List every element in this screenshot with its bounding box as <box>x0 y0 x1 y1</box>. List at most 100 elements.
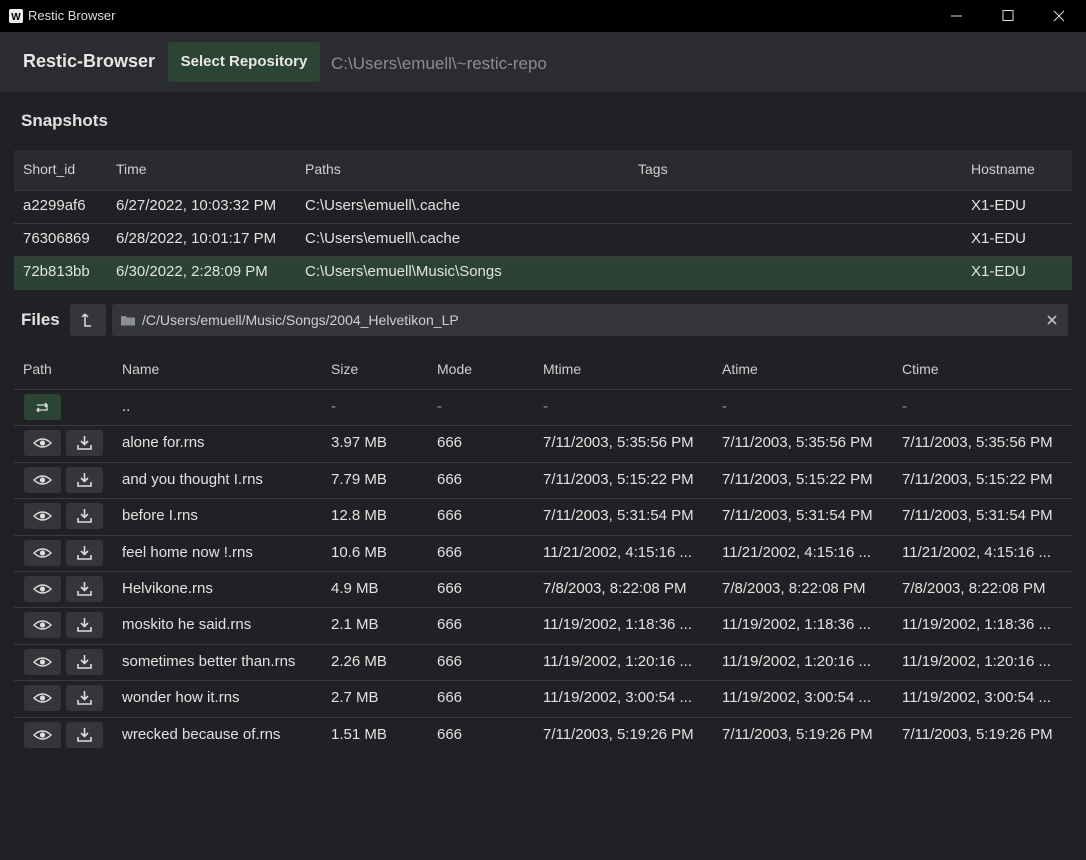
file-cell: 11/19/2002, 3:00:54 ... <box>722 689 872 707</box>
file-cell: 4.9 MB <box>331 580 379 597</box>
file-cell: 7/11/2003, 5:19:26 PM <box>722 725 873 743</box>
file-cell: 666 <box>437 543 463 561</box>
file-cell: 666 <box>437 434 463 452</box>
column-header: Tags <box>638 161 668 177</box>
up-button[interactable] <box>70 304 106 336</box>
file-row[interactable] <box>14 571 1072 608</box>
file-cell: - <box>331 398 336 415</box>
file-cell: 7/11/2003, 5:31:54 PM <box>543 507 694 525</box>
file-cell: wrecked because of.rns <box>122 725 281 743</box>
file-cell: 12.8 MB <box>331 507 387 525</box>
file-row[interactable] <box>14 425 1072 462</box>
parent-button[interactable] <box>24 394 61 420</box>
file-cell: 7/11/2003, 5:19:26 PM <box>543 725 694 743</box>
file-cell: 3.97 MB <box>331 434 387 452</box>
download-button[interactable] <box>66 721 103 748</box>
download-button[interactable] <box>66 466 103 493</box>
column-header: Size <box>331 361 359 377</box>
file-cell: 7/11/2003, 5:15:22 PM <box>722 470 873 488</box>
snapshot-cell: C:\Users\emuell\.cache <box>305 197 461 214</box>
svg-text:W: W <box>11 12 21 23</box>
file-cell: 11/19/2002, 1:20:16 ... <box>722 652 872 670</box>
file-cell: 11/21/2002, 4:15:16 ... <box>722 543 872 561</box>
preview-button[interactable] <box>24 685 61 712</box>
download-button[interactable] <box>66 685 103 712</box>
snapshot-row[interactable] <box>14 190 1072 224</box>
file-cell: 11/19/2002, 1:18:36 ... <box>722 616 872 634</box>
file-cell: 7/11/2003, 5:31:54 PM <box>902 507 1053 525</box>
file-cell: 1.51 MB <box>331 725 387 743</box>
file-cell: 11/19/2002, 1:18:36 ... <box>902 616 1052 634</box>
download-button[interactable] <box>66 612 103 639</box>
file-cell: - <box>902 398 907 415</box>
download-button[interactable] <box>66 430 103 457</box>
file-row[interactable] <box>14 607 1072 644</box>
file-cell: moskito he said.rns <box>122 616 252 634</box>
file-cell: 11/21/2002, 4:15:16 ... <box>902 543 1052 561</box>
snapshot-cell: 76306869 <box>23 230 90 247</box>
column-header: Mode <box>437 361 473 377</box>
download-button[interactable] <box>66 539 103 566</box>
file-row[interactable] <box>14 643 1072 681</box>
file-cell: 11/19/2002, 1:18:36 ... <box>543 616 693 634</box>
preview-button[interactable] <box>24 721 61 748</box>
column-header: Time <box>116 161 147 177</box>
snapshots-title: Snapshots <box>21 111 108 130</box>
file-cell: 11/19/2002, 1:20:16 ... <box>902 652 1052 670</box>
file-cell: 666 <box>437 689 463 707</box>
preview-button[interactable] <box>24 539 61 566</box>
file-cell: - <box>722 398 727 415</box>
file-cell: 2.26 MB <box>331 652 387 670</box>
file-cell: 11/21/2002, 4:15:16 ... <box>543 543 693 561</box>
preview-button[interactable] <box>24 648 61 675</box>
snapshot-cell: C:\Users\emuell\.cache <box>305 230 461 247</box>
file-row[interactable] <box>14 534 1072 572</box>
snapshot-row[interactable] <box>14 256 1072 290</box>
snapshot-cell: X1-EDU <box>971 197 1027 214</box>
file-cell: - <box>437 398 442 415</box>
file-row[interactable] <box>14 498 1072 535</box>
snapshot-cell: X1-EDU <box>971 263 1027 280</box>
column-header: Name <box>122 361 160 377</box>
preview-button[interactable] <box>24 466 61 493</box>
file-cell: 666 <box>437 580 463 597</box>
file-cell: 10.6 MB <box>331 543 387 561</box>
file-cell: 7/8/2003, 8:22:08 PM <box>902 580 1046 597</box>
select-repository-button[interactable]: Select Repository <box>168 42 320 82</box>
column-header: Path <box>23 361 52 377</box>
preview-button[interactable] <box>24 503 61 530</box>
file-row[interactable] <box>14 680 1072 717</box>
app-icon: W <box>9 9 23 23</box>
download-button[interactable] <box>66 503 103 530</box>
title-bar <box>0 0 1086 32</box>
column-header: Ctime <box>902 361 939 377</box>
file-cell: 666 <box>437 725 463 743</box>
column-header: Short_id <box>23 161 76 177</box>
file-cell: 666 <box>437 652 463 670</box>
file-row[interactable] <box>14 389 1072 426</box>
file-cell: before I.rns <box>122 507 198 525</box>
preview-button[interactable] <box>24 430 61 457</box>
column-header: Mtime <box>543 361 582 377</box>
file-cell: 7/11/2003, 5:19:26 PM <box>902 725 1053 743</box>
path-field[interactable]: /C/Users/emuell/Music/Songs/2004_Helveti… <box>112 304 1068 336</box>
window-controls[interactable] <box>930 0 1086 32</box>
download-button[interactable] <box>66 648 103 675</box>
column-header: Atime <box>722 361 758 377</box>
snapshot-row[interactable] <box>14 223 1072 257</box>
preview-button[interactable] <box>24 612 61 639</box>
file-cell: 666 <box>437 616 463 634</box>
file-cell: sometimes better than.rns <box>122 652 296 670</box>
column-header: Paths <box>305 161 341 177</box>
download-button[interactable] <box>66 576 103 602</box>
repository-path: C:\Users\emuell\~restic-repo <box>331 54 547 73</box>
preview-button[interactable] <box>24 576 61 602</box>
file-cell: 7/11/2003, 5:35:56 PM <box>722 434 873 452</box>
file-cell: feel home now !.rns <box>122 543 253 561</box>
path-text: /C/Users/emuell/Music/Songs/2004_Helveti… <box>142 312 459 328</box>
file-row[interactable] <box>14 716 1072 754</box>
file-row[interactable] <box>14 461 1072 499</box>
file-cell: 7/8/2003, 8:22:08 PM <box>722 580 866 597</box>
file-cell: Helvikone.rns <box>122 580 213 597</box>
